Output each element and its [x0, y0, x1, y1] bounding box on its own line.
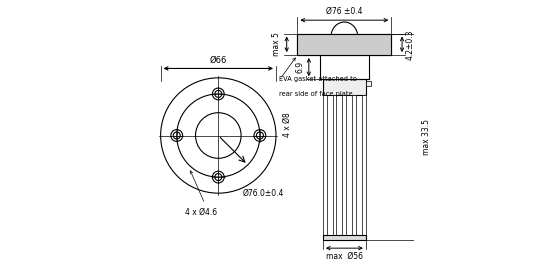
- Text: 6.9: 6.9: [296, 61, 305, 73]
- Bar: [323, 235, 366, 240]
- Text: Ø66: Ø66: [209, 56, 227, 64]
- Bar: [297, 34, 391, 55]
- Bar: [352, 95, 356, 235]
- Text: rear side of face plate: rear side of face plate: [279, 91, 352, 97]
- Text: EVA gasket attached to: EVA gasket attached to: [279, 76, 357, 82]
- Bar: [333, 95, 337, 235]
- Bar: [297, 34, 391, 55]
- Bar: [323, 95, 326, 235]
- Bar: [362, 95, 366, 235]
- Text: 4.2±0.3: 4.2±0.3: [406, 29, 415, 60]
- Text: max  Ø56: max Ø56: [326, 252, 363, 261]
- Text: max 5: max 5: [272, 32, 281, 56]
- Bar: [323, 79, 366, 95]
- Text: Ø76.0±0.4: Ø76.0±0.4: [242, 189, 284, 198]
- Bar: [366, 81, 371, 86]
- Text: 4 x Ø8: 4 x Ø8: [283, 112, 292, 137]
- Text: 4 x Ø4.6: 4 x Ø4.6: [185, 208, 217, 217]
- Text: Ø76 ±0.4: Ø76 ±0.4: [326, 7, 363, 16]
- Text: max 33.5: max 33.5: [422, 119, 431, 155]
- Bar: [343, 95, 346, 235]
